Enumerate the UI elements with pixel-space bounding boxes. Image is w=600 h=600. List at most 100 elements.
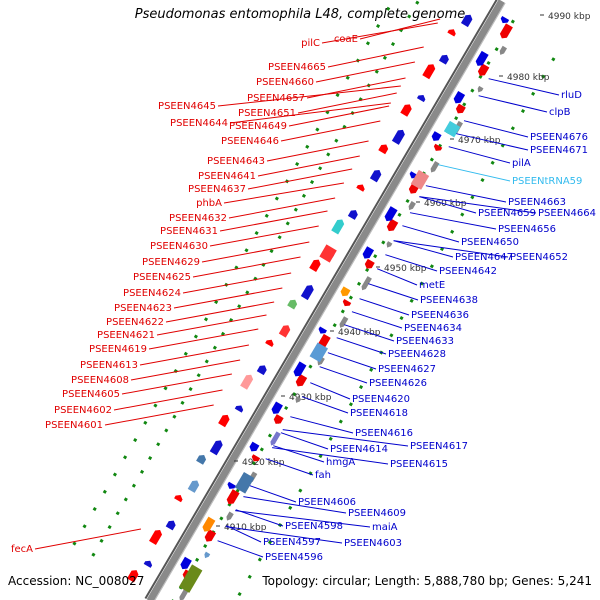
- label-leader: [327, 46, 424, 68]
- gene-label-right: PSEEN4596: [265, 552, 323, 563]
- gene-feature: [416, 94, 426, 103]
- gene-label-right: PSEEN4626: [369, 378, 427, 389]
- label-leader: [219, 210, 328, 232]
- gene-label-right: PSEEN4620: [352, 394, 410, 405]
- label-leader: [463, 120, 529, 138]
- gene-label-left: fecA: [11, 544, 33, 555]
- map-title: Pseudomonas entomophila L48, complete ge…: [134, 7, 466, 22]
- kbp-tick-label: 4930 kbp: [289, 393, 332, 403]
- gene-feature: [234, 405, 244, 413]
- gene-block: [410, 169, 430, 190]
- gene-feature: [386, 241, 393, 248]
- gene-label-right: PSEEN4642: [439, 266, 497, 277]
- gene-label-left: PSEEN4608: [71, 375, 129, 386]
- gene-label-right: PSEEN4609: [348, 508, 406, 519]
- label-leader: [409, 212, 497, 230]
- label-leader: [419, 196, 537, 214]
- label-leader: [165, 301, 275, 323]
- label-leader: [156, 314, 267, 336]
- kbp-tick-label: 4970 kbp: [458, 136, 501, 146]
- gene-label-left: PSEEN4621: [97, 330, 155, 341]
- gene-feature: [293, 361, 307, 377]
- kbp-tick-label: 4940 kbp: [338, 328, 381, 338]
- label-leader: [226, 525, 262, 543]
- gene-block: [234, 471, 255, 494]
- label-leader: [315, 61, 416, 83]
- gene-label-right: PSEEN4659: [478, 208, 536, 219]
- gene-label-right: fah: [315, 470, 331, 481]
- label-leader: [209, 225, 319, 247]
- gene-feature: [431, 131, 442, 141]
- label-leader: [229, 102, 391, 124]
- backbone-shadow: [154, 2, 506, 600]
- gene-label-right: PSEEN4676: [530, 132, 588, 143]
- gene-label-left: PSEEN4641: [198, 171, 256, 182]
- label-leader: [235, 509, 284, 527]
- gene-feature: [477, 85, 484, 93]
- gene-label-left: PSEEN4645: [158, 101, 216, 112]
- gene-feature: [391, 129, 405, 145]
- gene-label-right: pilA: [512, 158, 531, 169]
- gene-label-left: PSEEN4630: [150, 241, 208, 252]
- gene-label-right: PSEEN4652: [510, 252, 568, 263]
- gene-feature: [453, 90, 466, 104]
- gene-label-left: PSEEN4602: [54, 405, 112, 416]
- gene-feature: [386, 218, 399, 232]
- gene-label-left: PSEEN4632: [169, 213, 227, 224]
- gene-feature: [127, 570, 139, 583]
- gene-feature: [438, 54, 449, 65]
- label-leader: [359, 298, 410, 316]
- label-leader: [488, 78, 560, 96]
- gene-feature: [273, 414, 284, 424]
- gene-label-left: PSEEN4644: [170, 118, 228, 129]
- label-leader: [148, 328, 259, 350]
- gene-label-right: clpB: [549, 107, 571, 118]
- label-leader: [130, 359, 241, 381]
- gene-feature: [447, 29, 456, 37]
- gene-label-left: PSEEN4622: [106, 317, 164, 328]
- gene-feature: [270, 431, 281, 446]
- kbp-tick-label: 4920 kbp: [242, 458, 285, 468]
- label-leader: [235, 510, 371, 528]
- gene-label-right: PSEEN4628: [388, 349, 446, 360]
- gene-label-left: PSEEN4649: [229, 121, 287, 132]
- gene-feature: [226, 511, 234, 521]
- label-leader: [351, 311, 403, 329]
- kbp-tick-label: 4990 kbp: [548, 12, 591, 22]
- gene-label-right: PSEEN4633: [396, 336, 454, 347]
- gene-feature: [400, 104, 412, 117]
- gene-feature: [361, 276, 372, 291]
- gene-feature: [251, 454, 261, 462]
- gene-label-left: PSEEN4660: [256, 77, 314, 88]
- label-leader: [113, 389, 223, 411]
- gene-feature: [378, 144, 389, 155]
- gene-label-right: rluD: [561, 90, 582, 101]
- label-leader: [272, 447, 389, 465]
- label-leader: [249, 485, 297, 503]
- gene-label-right: PSEEN4634: [404, 323, 462, 334]
- label-leader: [192, 256, 301, 278]
- gene-label-left: PSEEN4601: [45, 420, 103, 431]
- gene-label-right: PSEEN4615: [390, 459, 448, 470]
- label-leader: [301, 396, 349, 414]
- gene-label-right: PSEEN4656: [498, 224, 556, 235]
- gene-feature: [342, 298, 352, 307]
- label-leader: [425, 185, 507, 203]
- gene-label-right: PSEEN4647: [455, 252, 513, 263]
- label-leader: [217, 85, 401, 107]
- gene-label-left: coaE: [334, 34, 358, 45]
- label-leader: [217, 540, 264, 558]
- label-leader: [280, 120, 381, 142]
- label-leader: [290, 416, 354, 434]
- accession-text: Accession: NC_008027: [8, 574, 145, 588]
- label-leader: [393, 240, 454, 258]
- gene-feature: [218, 414, 230, 428]
- gene-label-left: PSEEN4629: [142, 257, 200, 268]
- gc-track-dots: [91, 0, 421, 557]
- gene-feature: [209, 440, 223, 456]
- gene-label-right: PSEEN4614: [330, 444, 388, 455]
- gene-label-left: PSEEN4651: [238, 108, 296, 119]
- label-leader: [297, 92, 397, 114]
- gene-label-left: PSEEN4624: [123, 288, 181, 299]
- label-leader: [273, 445, 325, 463]
